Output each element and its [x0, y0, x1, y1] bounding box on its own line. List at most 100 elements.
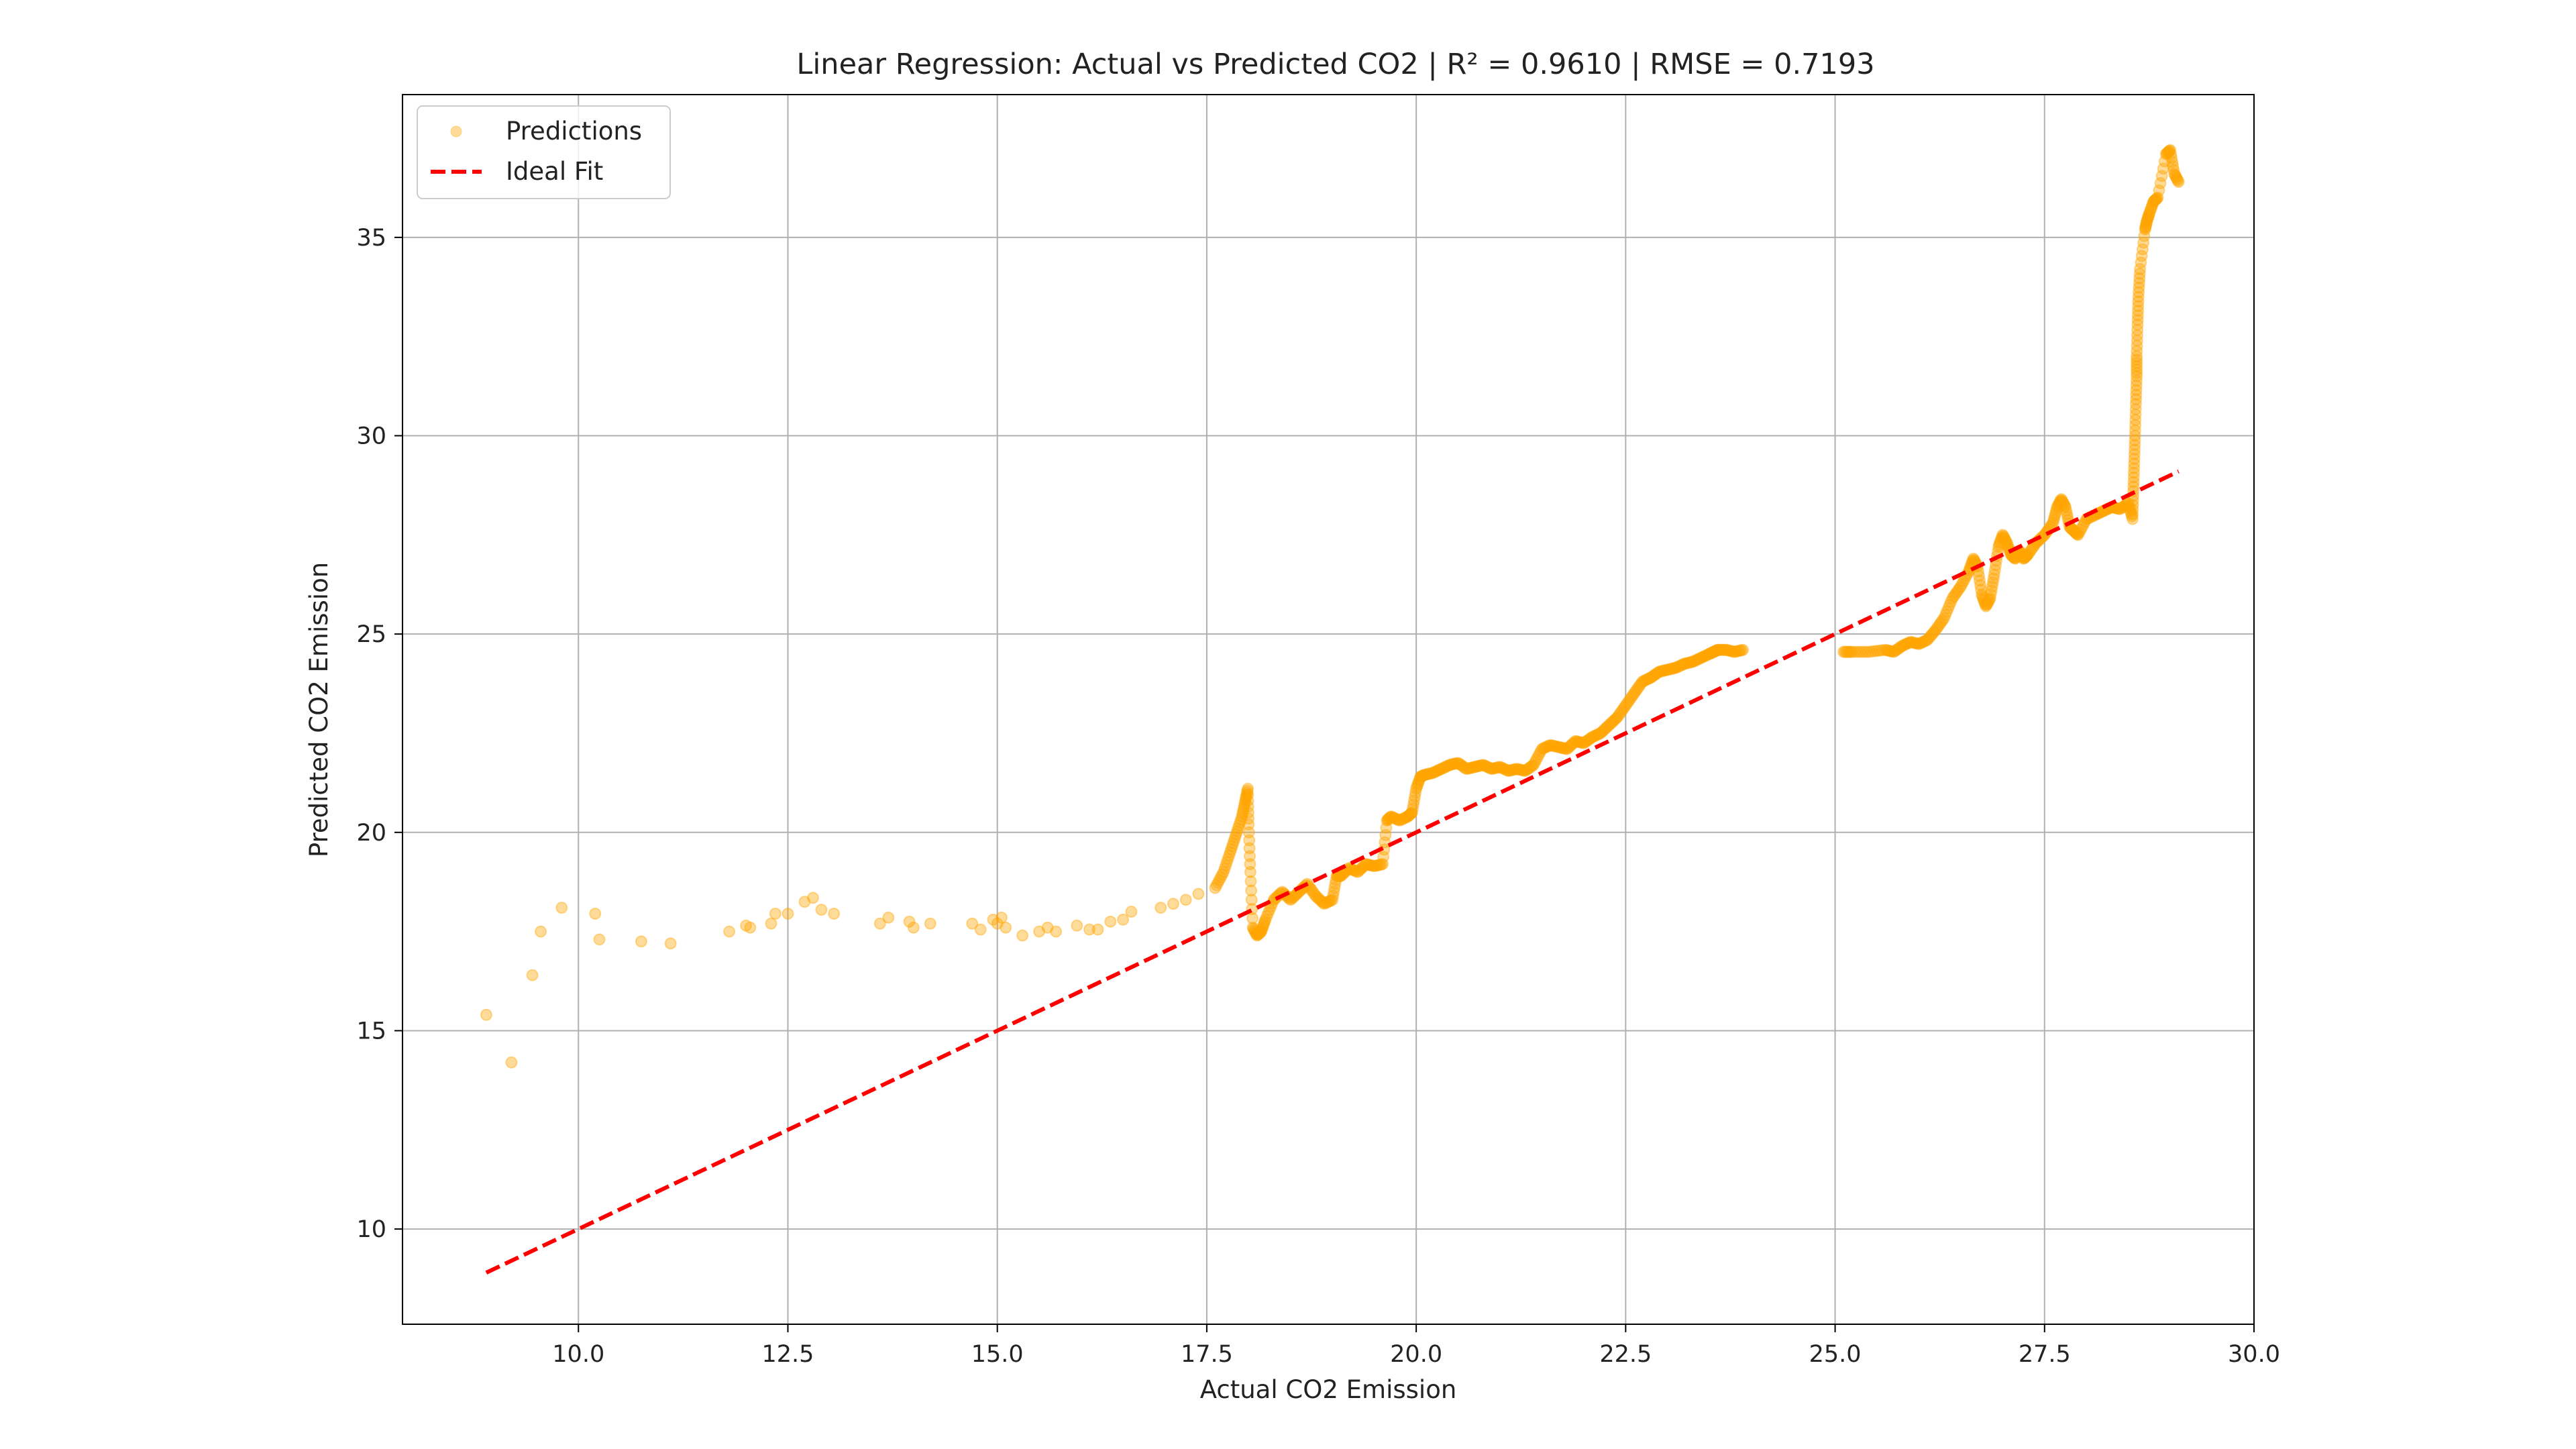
prediction-point: [2007, 551, 2020, 564]
prediction-point: [1415, 770, 1428, 783]
prediction-point: [1305, 883, 1318, 896]
prediction-point: [924, 917, 936, 930]
prediction-point: [1358, 859, 1371, 872]
prediction-point: [1227, 837, 1240, 850]
prediction-point: [1576, 737, 1589, 749]
prediction-point: [1734, 644, 1747, 657]
prediction-point: [1670, 661, 1682, 674]
prediction-point: [1498, 763, 1511, 775]
prediction-point: [1424, 767, 1436, 780]
prediction-point: [1468, 761, 1481, 773]
prediction-point: [1918, 635, 1931, 647]
prediction-point: [1711, 644, 1723, 657]
prediction-point: [2131, 345, 2143, 358]
prediction-point: [1894, 641, 1907, 653]
prediction-point: [1928, 625, 1941, 638]
prediction-point: [1516, 764, 1529, 777]
prediction-point: [1364, 859, 1377, 871]
prediction-point: [1418, 769, 1431, 782]
prediction-point: [1436, 762, 1449, 775]
prediction-point: [1369, 859, 1382, 872]
prediction-point: [1578, 736, 1591, 749]
prediction-point: [1499, 763, 1512, 776]
prediction-point: [1312, 892, 1325, 905]
prediction-point: [1239, 792, 1252, 805]
prediction-point: [2131, 370, 2143, 382]
grid: [402, 95, 2255, 1324]
prediction-point: [1996, 529, 2009, 541]
prediction-point: [1400, 811, 1413, 824]
prediction-point: [966, 917, 979, 930]
prediction-point: [1591, 728, 1604, 741]
prediction-point: [1929, 624, 1942, 637]
prediction-point: [1344, 863, 1357, 875]
prediction-point: [2055, 493, 2068, 506]
y-ticks: 10 15 20 25 30 35: [356, 225, 402, 1243]
prediction-point: [1721, 644, 1734, 657]
prediction-point: [1218, 863, 1231, 875]
prediction-point: [1307, 885, 1320, 898]
prediction-point: [1719, 643, 1731, 656]
prediction-point: [1953, 582, 1966, 595]
prediction-point: [1248, 924, 1260, 936]
prediction-point: [1914, 637, 1927, 649]
prediction-point: [535, 925, 547, 938]
prediction-point: [1397, 812, 1410, 825]
prediction-point: [1242, 818, 1255, 830]
prediction-point: [555, 902, 568, 914]
prediction-point: [1664, 663, 1676, 676]
prediction-point: [1729, 645, 1742, 658]
prediction-point: [1998, 531, 2010, 544]
prediction-point: [2141, 215, 2153, 228]
prediction-point: [1923, 632, 1935, 645]
prediction-point: [1091, 923, 1104, 936]
prediction-point: [1656, 665, 1668, 678]
prediction-point: [1848, 645, 1861, 658]
prediction-point: [2129, 439, 2141, 451]
prediction-point: [1245, 884, 1258, 897]
prediction-point: [1608, 714, 1621, 727]
prediction-point: [1840, 645, 1853, 658]
prediction-point: [1546, 739, 1558, 752]
prediction-point: [1723, 644, 1735, 657]
prediction-point: [1715, 643, 1728, 656]
prediction-point: [1371, 859, 1383, 872]
prediction-point: [1975, 584, 1988, 596]
prediction-point: [1487, 762, 1499, 775]
prediction-point: [1262, 907, 1275, 920]
prediction-point: [1263, 904, 1276, 916]
prediction-point: [1994, 537, 2006, 549]
prediction-point: [1248, 925, 1261, 938]
prediction-point: [1440, 760, 1453, 773]
prediction-point: [1688, 655, 1701, 667]
prediction-point: [2054, 494, 2067, 507]
prediction-point: [1935, 616, 1947, 629]
x-tick-label: 20.0: [1390, 1341, 1442, 1368]
prediction-point: [2146, 199, 2159, 212]
prediction-point: [2166, 156, 2179, 168]
prediction-point: [1653, 665, 1666, 678]
prediction-point: [2131, 366, 2143, 379]
prediction-point: [2115, 502, 2128, 515]
prediction-point: [1955, 578, 1968, 590]
prediction-point: [1334, 869, 1346, 882]
prediction-point: [1704, 647, 1717, 660]
prediction-point: [1556, 742, 1569, 755]
prediction-point: [1334, 869, 1347, 882]
prediction-point: [1599, 723, 1611, 736]
prediction-point: [1695, 651, 1707, 664]
prediction-point: [1411, 778, 1424, 791]
prediction-point: [2128, 453, 2141, 466]
prediction-point: [1980, 600, 1992, 612]
prediction-point: [2167, 160, 2180, 172]
prediction-point: [2149, 194, 2161, 207]
prediction-point: [1622, 695, 1635, 708]
prediction-point: [2131, 309, 2144, 322]
prediction-point: [1467, 761, 1480, 773]
prediction-point: [1947, 590, 1960, 602]
prediction-point: [1647, 669, 1660, 682]
prediction-point: [1320, 896, 1333, 909]
prediction-point: [1621, 697, 1633, 710]
prediction-point: [2129, 419, 2142, 431]
